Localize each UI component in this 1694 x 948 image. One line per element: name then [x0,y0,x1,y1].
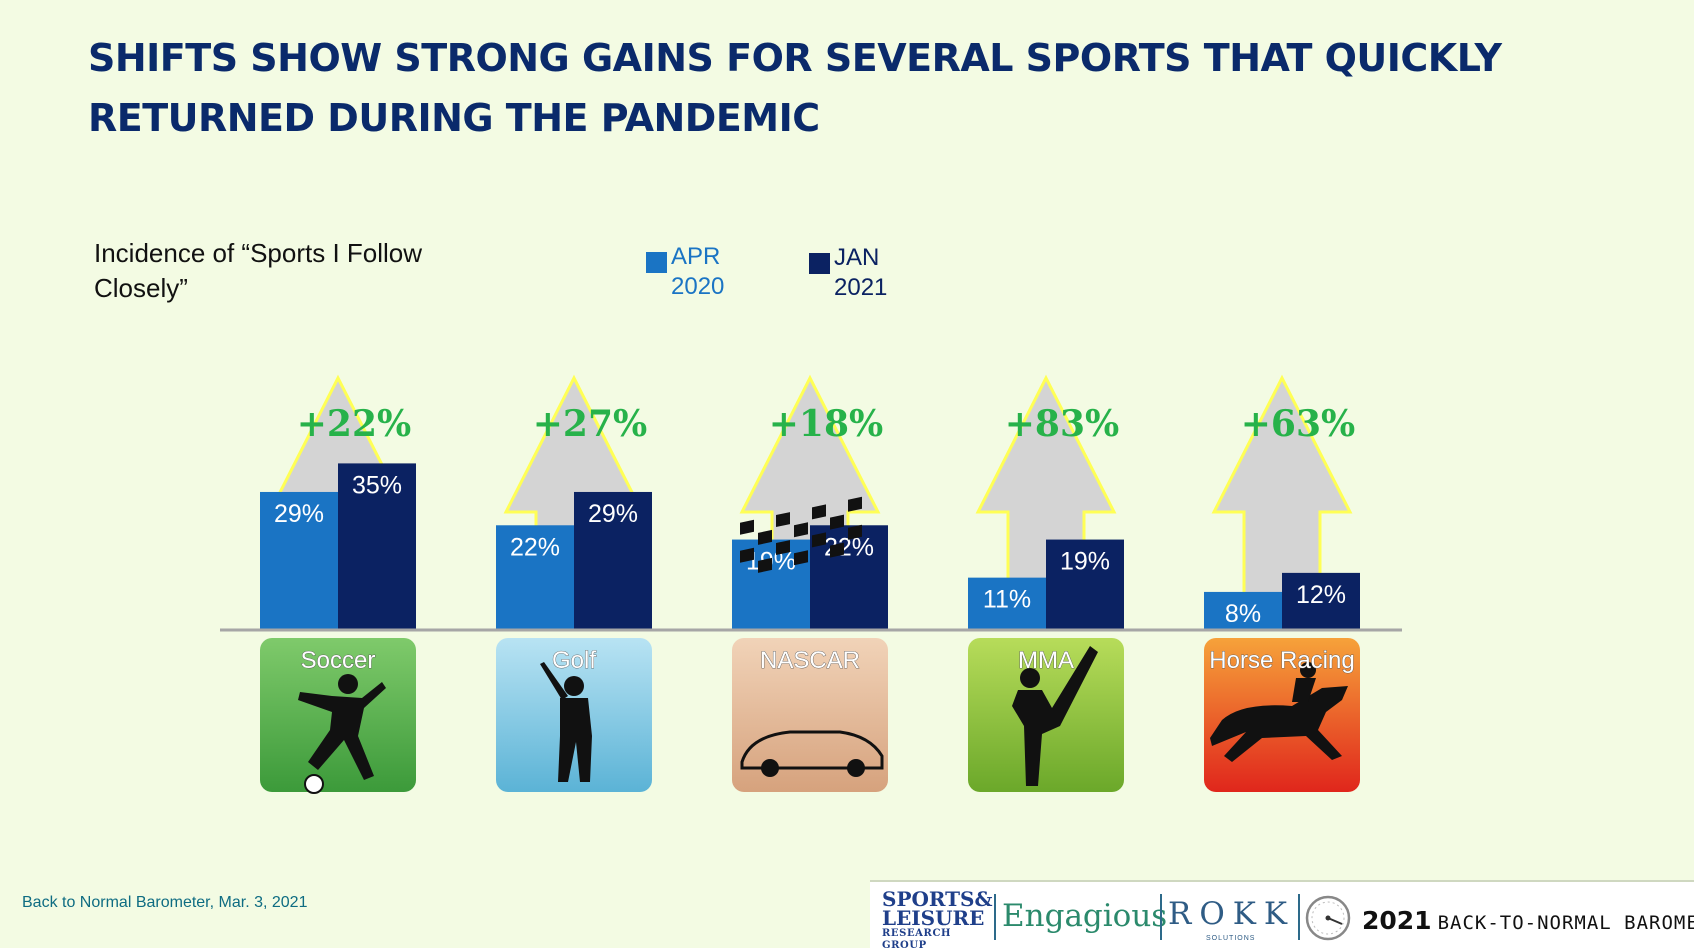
sls-line1: SPORTS& [882,887,993,911]
gain-label: +22% [297,403,411,445]
legend-label-jan2021: JAN 2021 [834,244,888,301]
legend-swatch-jan2021 [809,253,830,274]
bar-jan2021 [574,491,652,630]
bar-value-label: 11% [983,586,1031,614]
category-icons: Soccer Golf NASCAR MMA Horse Racing [260,496,1360,794]
category-tile: MMA [968,638,1124,792]
sports-leisure-logo: SPORTS& LEISURE RESEARCH GROUP [882,887,993,948]
bar-jan2021 [338,463,416,630]
category-label: Soccer [301,647,376,674]
bar-value-label: 29% [588,500,638,528]
gain-label: +83% [1005,403,1119,445]
gain-label: +18% [769,403,883,445]
category-tile: Horse Racing [1204,638,1360,792]
logo-divider [1298,894,1300,940]
bar-apr2020 [260,491,338,630]
bar-jan2021 [1046,539,1124,630]
martial-artist-icon [1012,646,1098,786]
engagious-logo: Engagious [1002,898,1168,934]
barometer-text: BACK-TO-NORMAL BAROMETER [1437,912,1694,934]
soccer-player-icon [298,674,386,794]
category-label: Horse Racing [1209,647,1354,674]
barometer-year: 2021 [1362,906,1432,935]
logo-divider [994,894,996,940]
bar-apr2020 [1204,591,1282,630]
bar-apr2020 [968,577,1046,630]
bar-value-label: 12% [1296,581,1346,609]
gain-label: +27% [533,403,647,445]
bar-value-label: 35% [352,471,402,499]
category-tile: NASCAR [732,496,888,792]
legend-item-apr2020: APR 2020 [646,242,751,302]
gain-label: +63% [1241,403,1355,445]
horse-jockey-icon [1210,662,1348,762]
chart: +22%+27%+18%+83%+63% 29%35%22%29%19%22%1… [220,374,1402,794]
bars: 29%35%22%29%19%22%11%19%8%12% [260,463,1360,630]
gauge-icon [1305,895,1351,941]
rokk-logo-sub: SOLUTIONS [1206,935,1256,942]
chart-title: Incidence of “Sports I Follow Closely” [94,238,423,303]
category-tile: Soccer [260,638,416,794]
category-tile-bg [732,638,888,792]
legend-label-apr2020: APR 2020 [671,243,725,300]
bar-apr2020 [496,525,574,630]
golfer-icon [540,662,592,782]
category-label: Golf [552,647,596,674]
rokk-logo: ROKK [1168,896,1296,932]
category-label: MMA [1018,647,1074,674]
category-label: NASCAR [760,647,860,674]
legend-item-jan2021: JAN 2021 [809,243,914,303]
bar-value-label: 19% [1060,548,1110,576]
bar-value-label: 8% [1225,600,1261,628]
page-title: SHIFTS SHOW STRONG GAINS FOR SEVERAL SPO… [88,36,1502,140]
legend-swatch-apr2020 [646,252,667,273]
partner-logos: SPORTS& LEISURE RESEARCH GROUP Engagious… [870,880,1694,948]
bar-jan2021 [1282,572,1360,630]
logo-divider [1160,894,1162,940]
category-tile: Golf [496,638,652,792]
bar-value-label: 22% [510,533,560,561]
footer-note: Back to Normal Barometer, Mar. 3, 2021 [22,894,308,911]
race-car-icon [740,496,884,777]
bar-value-label: 29% [274,500,324,528]
sls-line3: RESEARCH GROUP [882,928,952,948]
sls-line2: LEISURE [882,906,985,930]
